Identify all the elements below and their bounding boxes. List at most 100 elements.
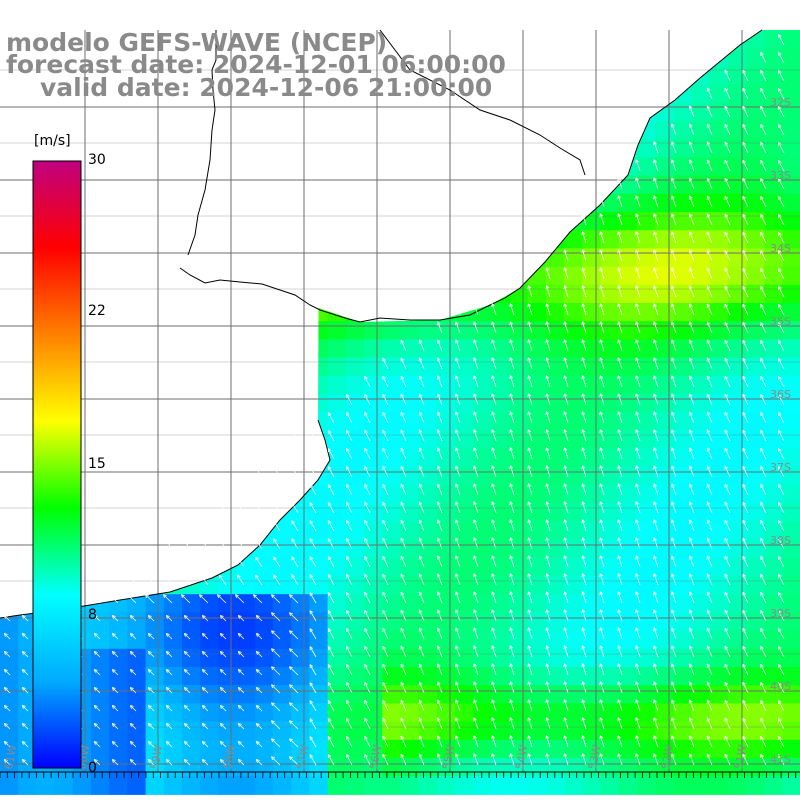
- wind-speed-cell: [673, 375, 693, 395]
- wind-speed-cell: [400, 430, 420, 450]
- wind-speed-cell: [691, 685, 711, 704]
- wind-speed-cell: [546, 776, 565, 795]
- wind-speed-cell: [564, 630, 583, 650]
- wind-speed-cell: [546, 284, 565, 304]
- wind-speed-cell: [436, 339, 456, 359]
- wind-speed-cell: [327, 539, 347, 559]
- wind-speed-cell: [182, 739, 201, 759]
- wind-speed-cell: [746, 193, 765, 213]
- colorbar-gradient: [32, 160, 82, 769]
- wind-speed-cell: [527, 357, 547, 377]
- wind-speed-cell: [728, 576, 747, 595]
- wind-speed-cell: [418, 521, 438, 541]
- wind-arrow: [706, 141, 713, 154]
- wind-speed-cell: [436, 739, 456, 759]
- wind-speed-cell: [0, 685, 19, 704]
- wind-speed-cell: [200, 612, 219, 632]
- wind-speed-cell: [127, 630, 147, 650]
- wind-speed-cell: [418, 394, 438, 413]
- wind-speed-cell: [455, 703, 474, 723]
- wind-speed-cell: [709, 685, 729, 704]
- wind-speed-cell: [764, 521, 784, 541]
- wind-speed-cell: [145, 739, 165, 759]
- wind-speed-cell: [473, 539, 492, 559]
- wind-speed-cell: [254, 685, 274, 704]
- wind-speed-cell: [236, 667, 256, 686]
- wind-speed-cell: [600, 303, 620, 322]
- wind-speed-cell: [327, 430, 347, 450]
- wind-speed-cell: [691, 102, 711, 122]
- wind-speed-cell: [236, 630, 256, 650]
- wind-speed-cell: [709, 612, 729, 632]
- wind-speed-cell: [145, 776, 165, 795]
- wind-speed-cell: [782, 539, 800, 559]
- wind-speed-cell: [327, 521, 347, 541]
- wind-speed-cell: [673, 539, 693, 559]
- wind-speed-cell: [418, 466, 438, 486]
- wind-speed-cell: [309, 521, 329, 541]
- wind-speed-cell: [200, 776, 219, 795]
- wind-speed-cell: [527, 430, 547, 450]
- wind-speed-cell: [291, 630, 310, 650]
- wind-speed-cell: [182, 594, 201, 613]
- wind-speed-cell: [163, 776, 183, 795]
- wind-arrow: [742, 69, 749, 82]
- wind-speed-cell: [473, 721, 492, 741]
- wind-speed-cell: [527, 375, 547, 395]
- wind-speed-cell: [291, 557, 310, 577]
- wind-speed-cell: [309, 776, 329, 795]
- wind-speed-cell: [254, 667, 274, 686]
- wind-speed-cell: [600, 557, 620, 577]
- wind-speed-cell: [418, 539, 438, 559]
- wind-speed-cell: [546, 466, 565, 486]
- wind-speed-cell: [691, 521, 711, 541]
- wind-speed-cell: [637, 521, 656, 541]
- wind-speed-cell: [182, 776, 201, 795]
- wind-speed-cell: [436, 394, 456, 413]
- wind-speed-cell: [163, 721, 183, 741]
- wind-speed-cell: [127, 612, 147, 632]
- wind-speed-cell: [254, 612, 274, 632]
- wind-speed-cell: [455, 339, 474, 359]
- wind-speed-cell: [436, 357, 456, 377]
- wind-speed-cell: [145, 703, 165, 723]
- wind-speed-cell: [327, 576, 347, 595]
- wind-speed-cell: [546, 339, 565, 359]
- wind-speed-cell: [345, 685, 365, 704]
- wind-speed-cell: [637, 594, 656, 613]
- wind-speed-cell: [691, 230, 711, 249]
- wind-speed-cell: [691, 193, 711, 213]
- wind-speed-cell: [418, 339, 438, 359]
- wind-speed-cell: [382, 648, 401, 668]
- wind-speed-cell: [527, 303, 547, 322]
- wind-arrow: [760, 141, 767, 154]
- wind-speed-cell: [345, 430, 365, 450]
- wind-speed-cell: [509, 503, 529, 522]
- wind-speed-cell: [109, 758, 128, 777]
- wind-speed-cell: [527, 703, 547, 723]
- wind-speed-cell: [327, 776, 347, 795]
- latitude-label: 35S: [770, 315, 791, 328]
- wind-speed-cell: [0, 739, 19, 759]
- wind-speed-cell: [582, 667, 602, 686]
- wind-speed-cell: [709, 66, 729, 86]
- wind-speed-cell: [546, 357, 565, 377]
- wind-arrow: [777, 88, 785, 100]
- wind-speed-cell: [364, 776, 383, 795]
- wind-speed-cell: [618, 667, 638, 686]
- wind-speed-cell: [546, 375, 565, 395]
- wind-speed-cell: [36, 776, 56, 795]
- wind-speed-cell: [655, 776, 674, 795]
- wind-speed-cell: [400, 357, 420, 377]
- wind-speed-cell: [709, 339, 729, 359]
- wind-speed-cell: [0, 703, 19, 723]
- wind-speed-cell: [327, 721, 347, 741]
- wind-speed-cell: [637, 703, 656, 723]
- wind-speed-cell: [764, 466, 784, 486]
- wind-speed-cell: [600, 284, 620, 304]
- wind-speed-cell: [309, 703, 329, 723]
- wind-speed-cell: [491, 703, 511, 723]
- wind-speed-cell: [473, 503, 492, 522]
- wind-speed-cell: [509, 739, 529, 759]
- wind-speed-cell: [691, 303, 711, 322]
